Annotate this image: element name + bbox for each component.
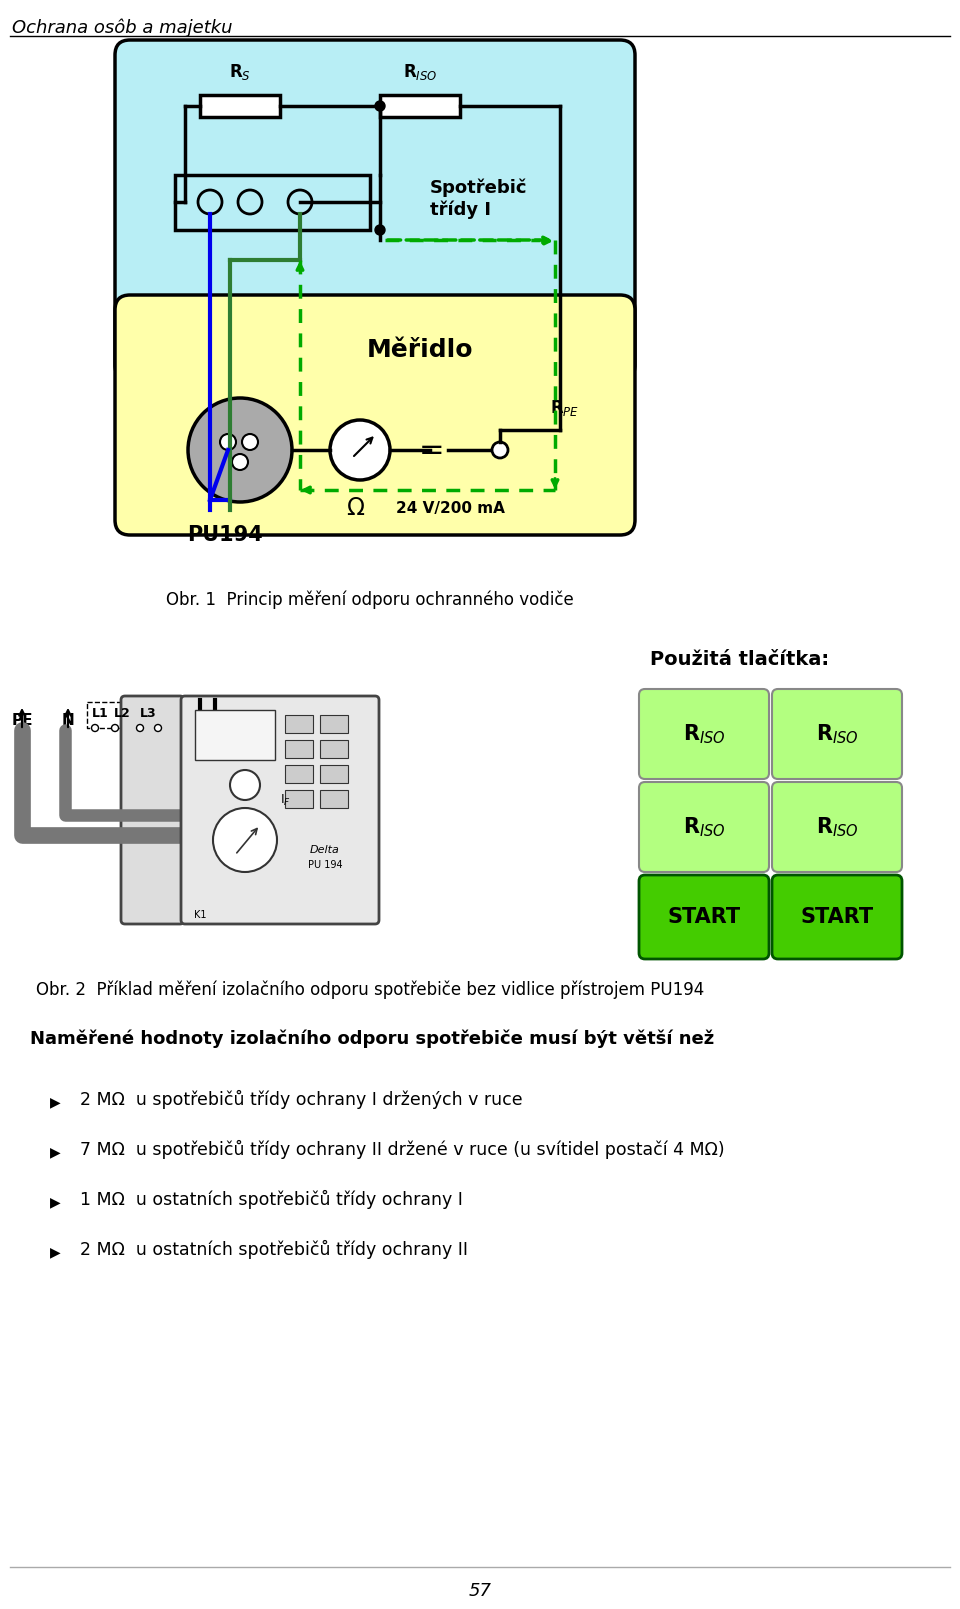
Circle shape <box>330 420 390 479</box>
Text: N: N <box>61 713 74 727</box>
Bar <box>175 175 370 230</box>
Circle shape <box>136 724 143 732</box>
Text: Naměřené hodnoty izolačního odporu spotřebiče musí být větší než: Naměřené hodnoty izolačního odporu spotř… <box>30 1030 714 1049</box>
Text: 1 MΩ  u ostatních spotřebičů třídy ochrany I: 1 MΩ u ostatních spotřebičů třídy ochran… <box>80 1191 463 1208</box>
Text: 57: 57 <box>468 1582 492 1599</box>
Text: Ochrana osôb a majetku: Ochrana osôb a majetku <box>12 18 232 37</box>
Text: Použitá tlačítka:: Použitá tlačítka: <box>650 650 829 669</box>
Text: Obr. 2  Příklad měření izolačního odporu spotřebiče bez vidlice přístrojem PU194: Obr. 2 Příklad měření izolačního odporu … <box>36 980 704 999</box>
Text: ▶: ▶ <box>50 1096 60 1109</box>
Bar <box>195 710 275 759</box>
FancyBboxPatch shape <box>639 875 769 959</box>
Text: ▶: ▶ <box>50 1245 60 1258</box>
Text: PU 194: PU 194 <box>308 859 343 870</box>
FancyBboxPatch shape <box>115 40 635 380</box>
Bar <box>320 764 348 784</box>
Circle shape <box>198 190 222 214</box>
Circle shape <box>492 442 508 459</box>
Circle shape <box>213 808 277 872</box>
Text: Spotřebič: Spotřebič <box>430 179 527 196</box>
FancyBboxPatch shape <box>639 782 769 872</box>
Text: R$_{ISO}$: R$_{ISO}$ <box>683 816 726 838</box>
Bar <box>200 95 280 117</box>
FancyBboxPatch shape <box>115 294 635 536</box>
FancyBboxPatch shape <box>181 697 379 924</box>
Bar <box>320 790 348 808</box>
Bar <box>285 764 313 784</box>
Text: R$_{ISO}$: R$_{ISO}$ <box>403 63 437 82</box>
Circle shape <box>230 771 260 800</box>
Circle shape <box>375 101 385 111</box>
Text: 2 MΩ  u spotřebičů třídy ochrany I držených v ruce: 2 MΩ u spotřebičů třídy ochrany I držený… <box>80 1089 522 1109</box>
Circle shape <box>375 225 385 235</box>
Text: Delta: Delta <box>310 845 340 854</box>
Text: 24 V/200 mA: 24 V/200 mA <box>396 500 504 515</box>
Bar <box>285 790 313 808</box>
Text: Ω: Ω <box>346 496 364 520</box>
Circle shape <box>188 397 292 502</box>
Bar <box>285 714 313 734</box>
Text: R$_{ISO}$: R$_{ISO}$ <box>816 816 858 838</box>
Text: Měřidlo: Měřidlo <box>367 338 473 362</box>
Circle shape <box>288 190 312 214</box>
Text: L3: L3 <box>140 706 156 719</box>
Text: =: = <box>420 436 444 465</box>
Circle shape <box>242 434 258 451</box>
Text: Obr. 1  Princip měření odporu ochranného vodiče: Obr. 1 Princip měření odporu ochranného … <box>166 591 574 608</box>
Circle shape <box>155 724 161 732</box>
Bar <box>380 95 460 117</box>
Bar <box>285 740 313 758</box>
Text: ▶: ▶ <box>50 1146 60 1158</box>
Text: L1: L1 <box>91 706 108 719</box>
Bar <box>320 714 348 734</box>
Circle shape <box>91 724 99 732</box>
Text: R$_{ISO}$: R$_{ISO}$ <box>816 722 858 747</box>
Text: K1: K1 <box>194 911 206 920</box>
Circle shape <box>238 190 262 214</box>
Circle shape <box>220 434 236 451</box>
Text: PE: PE <box>12 713 33 727</box>
Text: 2 MΩ  u ostatních spotřebičů třídy ochrany II: 2 MΩ u ostatních spotřebičů třídy ochran… <box>80 1241 468 1260</box>
Text: R$_{PE}$: R$_{PE}$ <box>550 397 580 418</box>
FancyBboxPatch shape <box>772 782 902 872</box>
Text: START: START <box>667 907 740 927</box>
FancyBboxPatch shape <box>772 875 902 959</box>
FancyBboxPatch shape <box>639 689 769 779</box>
Text: START: START <box>801 907 874 927</box>
Text: L2: L2 <box>113 706 131 719</box>
Text: 7 MΩ  u spotřebičů třídy ochrany II držené v ruce (u svítidel postačí 4 MΩ): 7 MΩ u spotřebičů třídy ochrany II držen… <box>80 1141 725 1158</box>
Text: ▶: ▶ <box>50 1195 60 1208</box>
Circle shape <box>232 454 248 470</box>
Text: PU194: PU194 <box>187 525 263 545</box>
Text: R$_S$: R$_S$ <box>229 63 251 82</box>
Bar <box>320 740 348 758</box>
Text: R$_{ISO}$: R$_{ISO}$ <box>683 722 726 747</box>
FancyBboxPatch shape <box>121 697 184 924</box>
Circle shape <box>111 724 118 732</box>
Text: I$_F$: I$_F$ <box>279 793 291 808</box>
Text: třídy I: třídy I <box>430 200 491 219</box>
FancyBboxPatch shape <box>772 689 902 779</box>
